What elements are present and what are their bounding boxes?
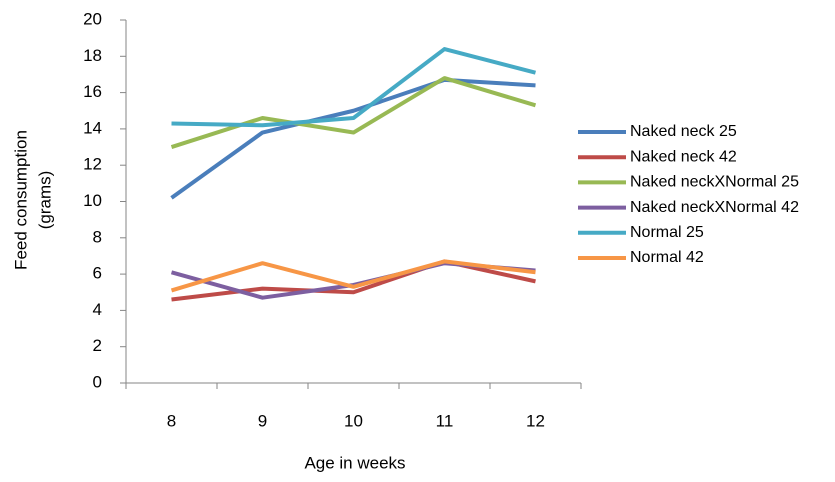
y-tick-label: 18	[83, 46, 102, 65]
y-tick-label: 10	[83, 191, 102, 210]
y-tick-label: 20	[83, 9, 102, 28]
legend-label: Naked neckXNormal 25	[630, 174, 799, 191]
legend-label: Naked neck 25	[630, 123, 737, 140]
series-line	[170, 77, 536, 200]
legend-label: Naked neck 42	[630, 148, 737, 165]
y-tick-label: 0	[93, 372, 102, 391]
series-line	[171, 259, 536, 302]
series-line	[170, 259, 536, 293]
y-tick-label: 4	[93, 300, 102, 319]
x-tick-label: 8	[167, 411, 176, 430]
legend-label: Normal 25	[630, 224, 704, 241]
y-axis-title: (grams)	[35, 171, 54, 230]
x-tick-label: 12	[526, 411, 545, 430]
x-axis-title: Age in weeks	[304, 453, 405, 472]
y-tick-label: 2	[93, 336, 102, 355]
y-axis-title: Feed consumption	[11, 130, 30, 270]
legend-label: Naked neckXNormal 42	[630, 199, 799, 216]
series-line	[170, 76, 537, 149]
series-line	[171, 47, 537, 128]
x-tick-label: 11	[436, 411, 454, 430]
y-tick-label: 12	[83, 155, 102, 174]
y-tick-label: 6	[93, 264, 102, 283]
y-tick-label: 16	[83, 82, 102, 101]
x-tick-label: 10	[344, 411, 363, 430]
y-tick-label: 14	[83, 118, 102, 137]
legend-label: Normal 42	[630, 249, 704, 266]
y-tick-label: 8	[93, 227, 102, 246]
x-tick-label: 9	[258, 411, 267, 430]
